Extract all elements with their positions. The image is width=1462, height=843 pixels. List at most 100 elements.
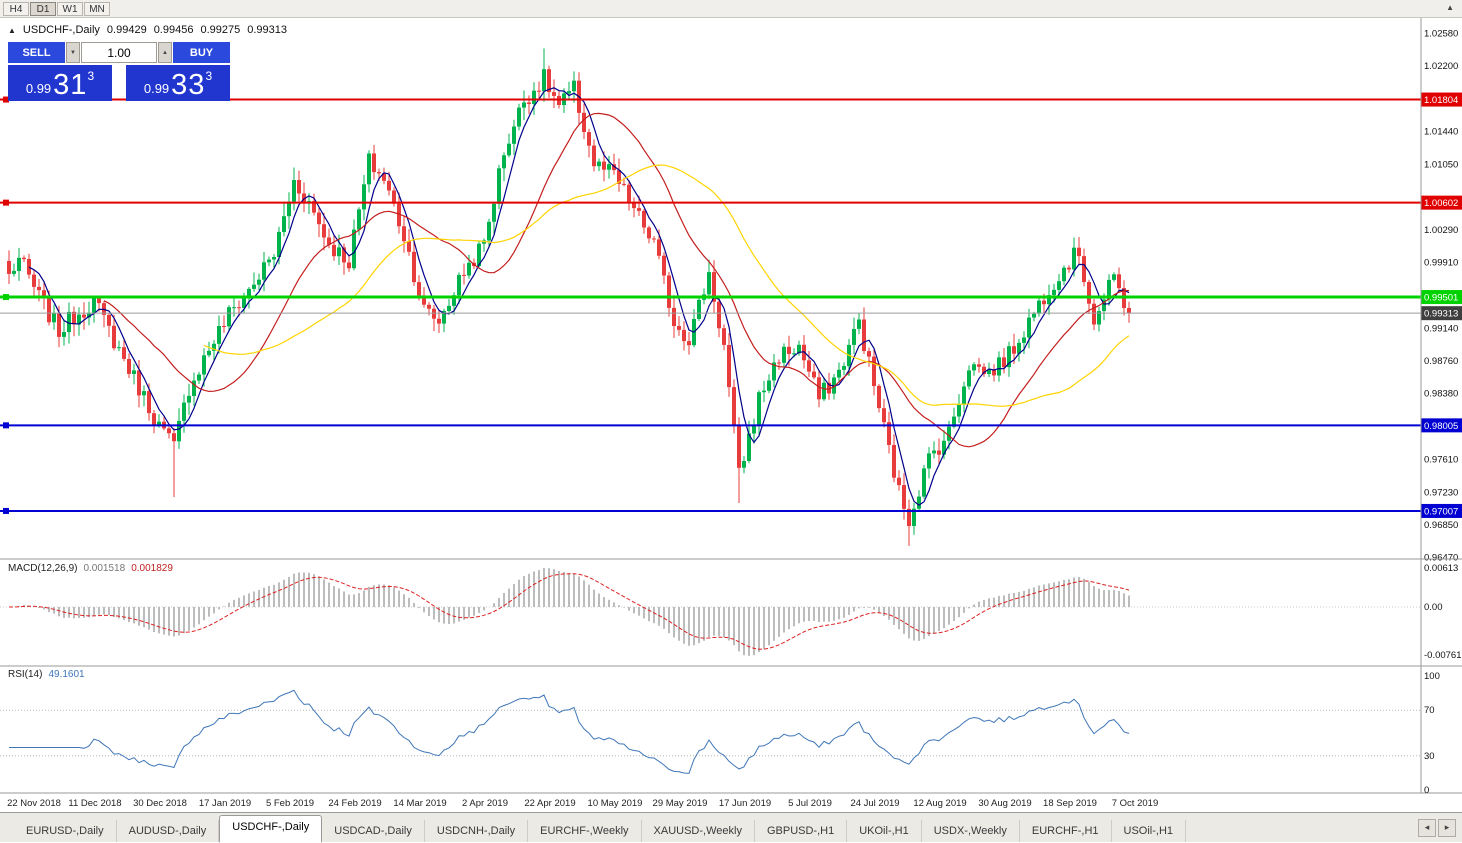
sell-price-display[interactable]: 0.99 31 3 xyxy=(8,65,112,101)
chevron-up-icon: ▲ xyxy=(162,49,168,56)
lot-size-input[interactable] xyxy=(81,42,157,63)
date-label: 29 May 2019 xyxy=(653,798,708,809)
level-handle[interactable] xyxy=(3,199,9,206)
chart-tab-usoil-h1[interactable]: USOil-,H1 xyxy=(1112,820,1187,842)
date-label: 30 Dec 2018 xyxy=(133,798,187,809)
date-label: 12 Aug 2019 xyxy=(913,798,966,809)
price-chart-canvas[interactable]: 1.018041.006020.995010.980050.970070.993… xyxy=(0,18,1462,812)
rsi-tick-label: 70 xyxy=(1424,705,1435,716)
level-price-box xyxy=(1421,195,1462,210)
timeframe-toolbar: H4 D1 W1 MN ▲ xyxy=(0,0,1462,18)
ohlc-open: 0.99429 xyxy=(106,24,147,36)
chart-tab-usdx-weekly[interactable]: USDX-,Weekly xyxy=(922,820,1020,842)
chart-tab-usdcnh-daily[interactable]: USDCNH-,Daily xyxy=(425,820,529,842)
price-tick-label: 1.00290 xyxy=(1424,225,1458,236)
buy-price-point: 3 xyxy=(205,69,213,83)
date-label: 5 Feb 2019 xyxy=(266,798,314,809)
macd-histogram xyxy=(13,568,1130,656)
current-price-box xyxy=(1421,306,1462,321)
buy-price-display[interactable]: 0.99 33 3 xyxy=(126,65,230,101)
ohlc-high: 0.99456 xyxy=(153,24,194,36)
date-label: 17 Jun 2019 xyxy=(719,798,771,809)
price-tick-label: 1.01440 xyxy=(1424,126,1458,137)
symbol-title: USDCHF-,Daily xyxy=(22,24,100,36)
sell-price-point: 3 xyxy=(87,69,95,83)
date-label: 22 Apr 2019 xyxy=(524,798,575,809)
rsi-line xyxy=(9,689,1130,774)
chart-tabs: EURUSD-,Daily AUDUSD-,Daily USDCHF-,Daily U… xyxy=(14,815,1187,843)
level-price-box xyxy=(1421,92,1462,107)
moving-average-line-5 xyxy=(28,87,1130,506)
macd-indicator-header: MACD(12,26,9) 0.001518 0.001829 xyxy=(8,563,173,574)
price-tick-label: 0.96850 xyxy=(1424,520,1458,531)
rsi-tick-label: 0 xyxy=(1424,785,1429,796)
chart-tab-eurchf-weekly[interactable]: EURCHF-,Weekly xyxy=(528,820,642,842)
level-handle[interactable] xyxy=(3,507,9,514)
price-tick-label: 1.02200 xyxy=(1424,61,1458,72)
timeframe-button-mn[interactable]: MN xyxy=(84,1,110,16)
level-price-label: 0.98005 xyxy=(1424,421,1458,432)
rsi-tick-label: 100 xyxy=(1424,671,1440,682)
lot-increase-button[interactable]: ▲ xyxy=(158,42,172,63)
price-tick-label: 0.96470 xyxy=(1424,553,1458,564)
chart-tab-xauusd-weekly[interactable]: XAUUSD-,Weekly xyxy=(642,820,755,842)
chart-tab-bar: EURUSD-,Daily AUDUSD-,Daily USDCHF-,Daily U… xyxy=(0,812,1462,843)
sell-price-prefix: 0.99 xyxy=(25,81,52,96)
price-tick-label: 1.01050 xyxy=(1424,160,1458,171)
ohlc-low: 0.99275 xyxy=(200,24,241,36)
price-tick-label: 0.97610 xyxy=(1424,455,1458,466)
chart-tab-gbpusd-h1[interactable]: GBPUSD-,H1 xyxy=(755,820,848,842)
level-price-box xyxy=(1421,503,1462,518)
date-label: 24 Jul 2019 xyxy=(850,798,899,809)
chart-tab-ukoil-h1[interactable]: UKOil-,H1 xyxy=(847,820,922,842)
chevron-down-icon: ▼ xyxy=(70,49,76,56)
tab-scroll-buttons: ◂ ▸ xyxy=(1418,818,1462,837)
price-tick-label: 0.99140 xyxy=(1424,324,1458,335)
lot-decrease-button[interactable]: ▼ xyxy=(66,42,80,63)
rsi-indicator-header: RSI(14) 49.1601 xyxy=(8,669,85,680)
level-price-label: 0.99501 xyxy=(1424,293,1458,304)
chart-window: 1.01804 1.00602 0.99501 0.98005 0.97007 0.993… xyxy=(0,18,1462,812)
ohlc-close: 0.99313 xyxy=(247,24,287,36)
macd-value-2: 0.001829 xyxy=(131,563,173,574)
macd-label: MACD(12,26,9) xyxy=(8,563,78,574)
level-price-box xyxy=(1421,290,1462,305)
macd-value-1: 0.001518 xyxy=(83,563,126,574)
moving-average-line-40 xyxy=(203,164,1130,407)
buy-button[interactable]: BUY xyxy=(173,42,230,63)
date-label: 18 Sep 2019 xyxy=(1043,798,1097,809)
level-handle[interactable] xyxy=(3,422,9,429)
sell-button[interactable]: SELL xyxy=(8,42,65,63)
rsi-tick-label: 30 xyxy=(1424,751,1435,762)
tab-scroll-left-icon[interactable]: ◂ xyxy=(1418,818,1436,837)
rsi-value: 49.1601 xyxy=(48,669,85,680)
level-handle[interactable] xyxy=(3,294,9,301)
date-label: 17 Jan 2019 xyxy=(199,798,251,809)
chart-tab-usdcad-daily[interactable]: USDCAD-,Daily xyxy=(322,820,425,842)
price-tick-label: 0.98380 xyxy=(1424,389,1458,400)
chart-tab-usdchf-daily[interactable]: USDCHF-,Daily xyxy=(219,815,323,843)
level-price-label: 1.00602 xyxy=(1424,198,1458,209)
chart-tab-eurchf-h1[interactable]: EURCHF-,H1 xyxy=(1020,820,1112,842)
chart-tab-eurusd-daily[interactable]: EURUSD-,Daily xyxy=(14,820,117,842)
level-price-label: 0.97007 xyxy=(1424,506,1458,517)
rsi-label: RSI(14) xyxy=(8,669,43,680)
timeframe-button-w1[interactable]: W1 xyxy=(57,1,83,16)
timeframe-button-h4[interactable]: H4 xyxy=(3,1,29,16)
macd-tick-label: -0.00761 xyxy=(1424,650,1462,661)
macd-tick-label: 0.00 xyxy=(1424,602,1443,613)
level-handle[interactable] xyxy=(3,96,9,103)
timeframe-button-d1[interactable]: D1 xyxy=(30,1,56,16)
timeframe-buttons: H4 D1 W1 MN xyxy=(3,1,111,16)
macd-tick-label: 0.00613 xyxy=(1424,563,1458,574)
up-arrow-icon[interactable]: ▲ xyxy=(1446,3,1454,12)
date-label: 2 Apr 2019 xyxy=(462,798,508,809)
chart-tab-audusd-daily[interactable]: AUDUSD-,Daily xyxy=(117,820,220,842)
macd-signal-line xyxy=(9,573,1130,650)
symbol-direction-icon: ▲ xyxy=(8,25,16,35)
tab-scroll-right-icon[interactable]: ▸ xyxy=(1438,818,1456,837)
price-tick-label: 0.97230 xyxy=(1424,487,1458,498)
date-label: 7 Oct 2019 xyxy=(1112,798,1158,809)
price-tick-label: 0.98760 xyxy=(1424,356,1458,367)
